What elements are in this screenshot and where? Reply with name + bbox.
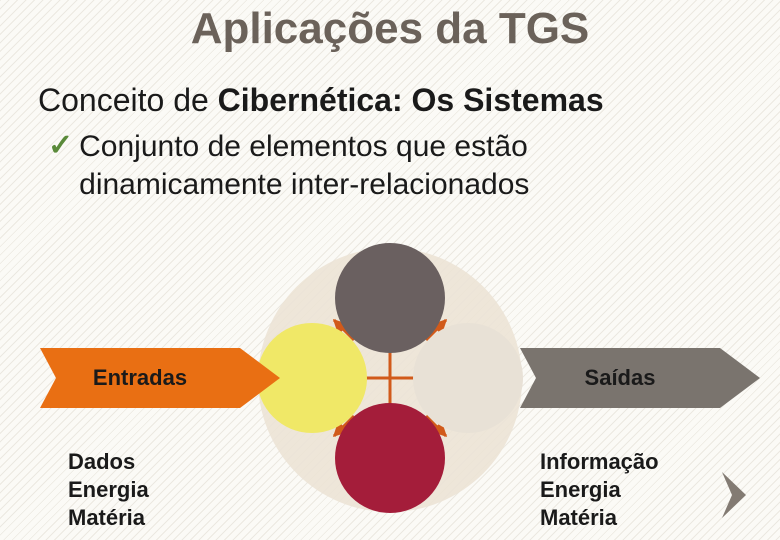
output-arrow-label: Saídas [520, 365, 720, 391]
bullet-text: Conjunto de elementos que estão dinamica… [79, 128, 529, 203]
slide-subtitle: Conceito de Cibernética: Os Sistemas [38, 82, 604, 119]
input-arrow-label: Entradas [40, 365, 240, 391]
list-item: Matéria [68, 504, 149, 532]
next-chevron-icon[interactable] [718, 468, 752, 522]
output-arrow: Saídas [520, 348, 760, 408]
list-item: Energia [540, 476, 659, 504]
subtitle-prefix: Conceito de [38, 82, 218, 118]
list-item: Matéria [540, 504, 659, 532]
output-list: InformaçãoEnergiaMatéria [540, 448, 659, 532]
checkmark-icon: ✓ [48, 128, 73, 163]
input-list: DadosEnergiaMatéria [68, 448, 149, 532]
list-item: Energia [68, 476, 149, 504]
subtitle-bold: Cibernética: Os Sistemas [218, 82, 604, 118]
slide: Aplicações da TGS Conceito de Cibernétic… [0, 0, 780, 540]
list-item: Informação [540, 448, 659, 476]
list-item: Dados [68, 448, 149, 476]
bullet-item: ✓ Conjunto de elementos que estão dinami… [48, 128, 529, 203]
slide-title: Aplicações da TGS [0, 4, 780, 54]
input-arrow: Entradas [40, 348, 280, 408]
